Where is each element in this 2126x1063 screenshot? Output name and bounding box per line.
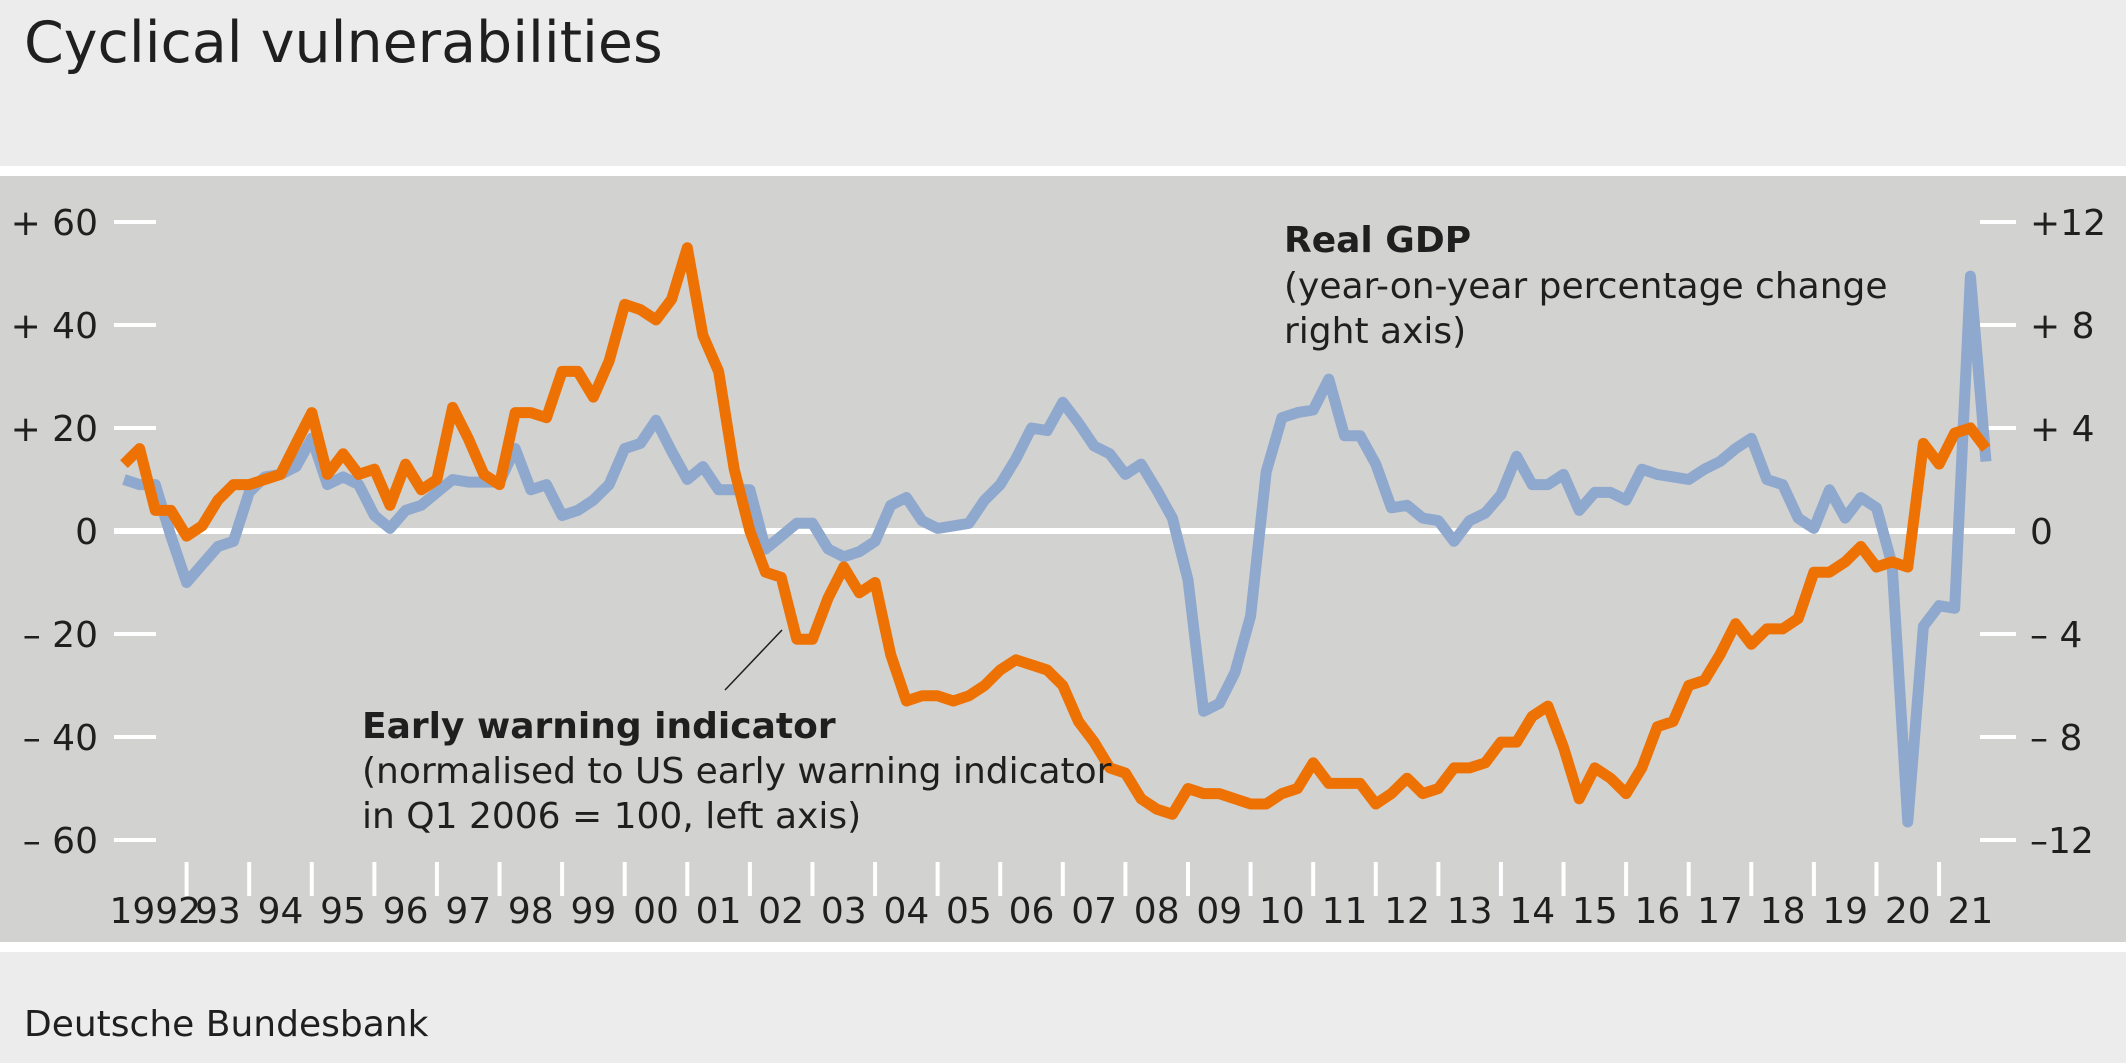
right-tick-label: – 8	[2030, 718, 2082, 759]
x-tick-label: 08	[1134, 891, 1180, 932]
source-label: Deutsche Bundesbank	[24, 1004, 429, 1045]
x-tick-label: 05	[946, 891, 992, 932]
plot-top-band	[0, 166, 2126, 176]
gdp-annotation-line-1: (year-on-year percentage change	[1284, 266, 1888, 307]
left-tick-label: – 20	[23, 615, 98, 656]
x-tick-label: 93	[195, 891, 241, 932]
right-tick-label: + 8	[2030, 306, 2095, 347]
ewi-annotation-title: Early warning indicator	[362, 706, 836, 747]
x-tick-label: 20	[1885, 891, 1931, 932]
right-tick-label: +12	[2030, 203, 2106, 244]
gdp-annotation-title: Real GDP	[1284, 220, 1471, 261]
x-tick-label: 95	[320, 891, 366, 932]
left-tick-label: 0	[75, 512, 98, 553]
plot-area	[0, 176, 2126, 942]
real-gdp-line	[122, 270, 1992, 828]
x-tick-label: 14	[1509, 891, 1555, 932]
left-tick-label: + 20	[11, 409, 98, 450]
x-tick-label: 02	[758, 891, 804, 932]
x-tick-label: 96	[383, 891, 429, 932]
x-tick-label: 12	[1384, 891, 1430, 932]
x-tick-label: 98	[508, 891, 554, 932]
x-tick-label: 10	[1259, 891, 1305, 932]
x-tick-label: 99	[571, 891, 617, 932]
right-tick-label: + 4	[2030, 409, 2095, 450]
x-tick-label: 04	[883, 891, 929, 932]
x-tick-label: 11	[1322, 891, 1368, 932]
x-tick-label: 94	[258, 891, 304, 932]
x-tick-label: 07	[1071, 891, 1117, 932]
left-tick-label: + 40	[11, 306, 98, 347]
x-tick-label: 19	[1822, 891, 1868, 932]
right-tick-label: –12	[2030, 821, 2094, 862]
right-tick-label: – 4	[2030, 615, 2082, 656]
left-axis: + 60 + 40 + 20 0 – 20 – 40 – 60	[11, 203, 156, 862]
ewi-annotation-line-1: (normalised to US early warning indicato…	[362, 751, 1112, 792]
x-tick-label: 01	[696, 891, 742, 932]
x-tick-label: 1992	[109, 891, 201, 932]
early-warning-indicator-line	[120, 242, 1991, 820]
gdp-annotation: Real GDP (year-on-year percentage change…	[1284, 220, 1888, 352]
left-tick-label: – 40	[23, 718, 98, 759]
plot-bottom-band	[0, 942, 2126, 952]
x-tick-label: 00	[633, 891, 679, 932]
ewi-annotation-line-2: in Q1 2006 = 100, left axis)	[362, 796, 861, 837]
x-tick-label: 06	[1009, 891, 1055, 932]
ewi-annotation-leader-line	[724, 629, 783, 691]
gdp-annotation-line-2: right axis)	[1284, 311, 1466, 352]
x-tick-label: 09	[1196, 891, 1242, 932]
x-tick-label: 16	[1635, 891, 1681, 932]
left-tick-label: – 60	[23, 821, 98, 862]
ewi-annotation: Early warning indicator (normalised to U…	[362, 629, 1112, 837]
left-tick-label: + 60	[11, 203, 98, 244]
x-tick-label: 21	[1947, 891, 1993, 932]
x-tick-label: 15	[1572, 891, 1618, 932]
x-tick-label: 18	[1760, 891, 1806, 932]
right-axis: +12 + 8 + 4 0 – 4 – 8 –12	[1980, 203, 2106, 862]
x-tick-label: 03	[821, 891, 867, 932]
x-tick-label: 17	[1697, 891, 1743, 932]
x-tick-label: 13	[1447, 891, 1493, 932]
chart-title: Cyclical vulnerabilities	[24, 10, 663, 76]
series-layer	[114, 242, 2015, 828]
right-tick-label: 0	[2030, 512, 2053, 553]
x-tick-label: 97	[445, 891, 491, 932]
